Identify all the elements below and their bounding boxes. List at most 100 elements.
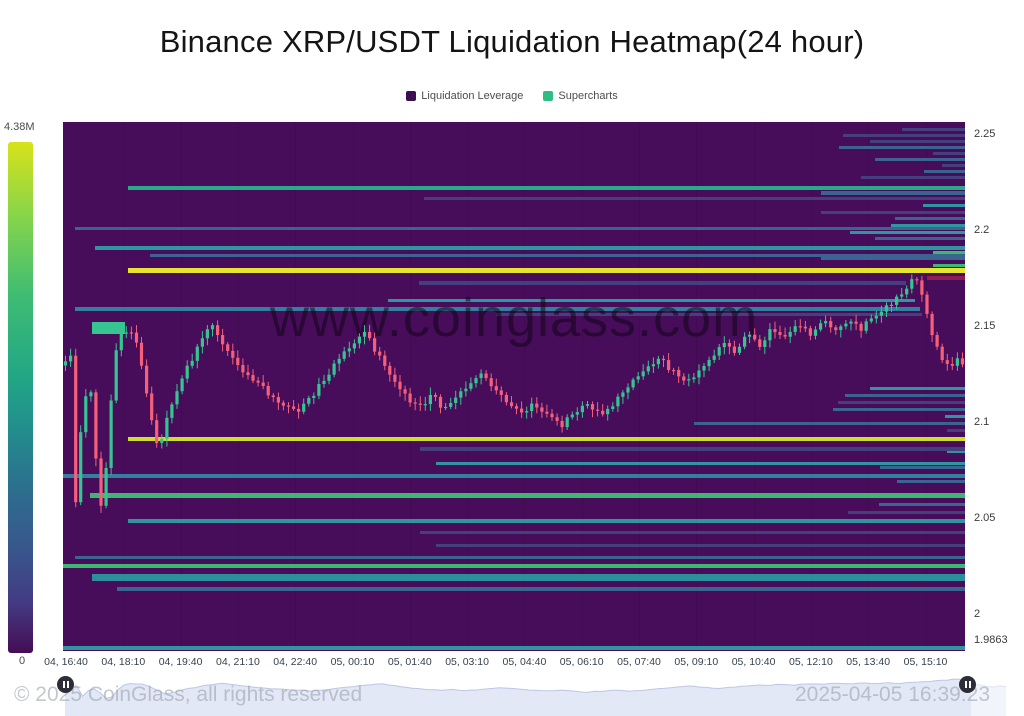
gridline	[810, 122, 812, 651]
liquidation-line	[874, 237, 965, 241]
liquidation-line	[933, 151, 965, 155]
liquidation-line	[127, 436, 965, 441]
liquidation-line	[90, 493, 965, 499]
liquidation-line	[496, 312, 922, 316]
liquidation-line	[74, 555, 965, 560]
x-axis-label: 05, 01:40	[387, 656, 432, 668]
pause-icon	[62, 681, 69, 688]
liquidation-line	[419, 281, 907, 285]
gridline	[925, 122, 927, 651]
gridline-layer	[63, 122, 965, 651]
liquidation-line	[91, 321, 126, 334]
liquidation-line	[901, 127, 965, 131]
liquidation-line	[922, 204, 965, 208]
copyright-text: © 2025 CoinGlass, all rights reserved	[14, 683, 363, 706]
gridline	[123, 122, 125, 651]
liquidation-line	[861, 176, 965, 179]
liquidation-line	[945, 415, 965, 419]
liquidation-line	[820, 257, 965, 261]
liquidation-line	[127, 268, 965, 274]
candlestick-series	[63, 274, 965, 513]
x-axis-label: 04, 18:10	[101, 656, 146, 668]
x-axis-label: 05, 13:40	[846, 656, 891, 668]
colorbar	[8, 142, 33, 653]
x-axis-label: 05, 06:10	[559, 656, 604, 668]
liquidation-line	[933, 264, 965, 268]
liquidation-line	[845, 394, 965, 398]
x-axis-label: 05, 04:40	[502, 656, 547, 668]
liquidation-line	[63, 563, 965, 568]
liquidation-line	[847, 511, 965, 515]
timestamp-text: 2025-04-05 16:39:23	[795, 683, 990, 706]
gridline	[639, 122, 640, 651]
liquidation-line	[94, 245, 965, 250]
colorbar-min-label: 0	[19, 655, 26, 667]
liquidation-line	[149, 254, 965, 258]
x-axis-label: 04, 22:40	[273, 656, 318, 668]
liquidation-line	[423, 197, 965, 201]
liquidation-line	[91, 574, 965, 582]
liquidation-line	[74, 307, 920, 311]
watermark: www.coinglass.com	[269, 288, 759, 348]
x-axis-label: 04, 19:40	[158, 656, 203, 668]
liquidation-line	[420, 446, 965, 451]
pause-icon	[964, 681, 971, 688]
legend-item-supercharts[interactable]: Supercharts	[543, 90, 618, 102]
liquidation-line	[947, 450, 965, 454]
navigator-handle-left[interactable]	[57, 676, 74, 693]
gridline	[524, 122, 526, 651]
chart-legend: Liquidation Leverage Supercharts	[0, 90, 1024, 102]
gridline	[581, 122, 583, 651]
liquidation-line	[894, 217, 965, 221]
liquidation-line	[820, 191, 965, 196]
liquidation-line	[897, 480, 965, 484]
liquidation-line	[833, 408, 965, 412]
liquidation-line	[74, 227, 965, 231]
gridline	[409, 122, 411, 651]
y-axis-label: 2.15	[974, 319, 996, 332]
legend-item-liquidation-leverage[interactable]: Liquidation Leverage	[406, 90, 523, 102]
x-axis-label: 05, 07:40	[617, 656, 661, 668]
navigator-strip[interactable]	[0, 668, 1024, 716]
legend-swatch-purple-icon	[406, 91, 417, 101]
liquidation-line	[942, 163, 965, 167]
liquidation-line	[843, 133, 965, 137]
x-axis-label: 05, 00:10	[330, 656, 375, 668]
liquidation-line	[924, 169, 965, 173]
liquidation-line	[891, 224, 965, 228]
liquidation-line	[387, 299, 916, 303]
legend-label: Liquidation Leverage	[421, 90, 524, 102]
liquidation-line	[127, 186, 965, 190]
legend-swatch-green-icon	[543, 91, 554, 101]
x-axis-label: 05, 09:10	[674, 656, 719, 668]
liquidation-line	[879, 503, 965, 507]
heatmap-plot-area[interactable]: www.coinglass.com	[63, 122, 965, 651]
y-axis-label: 2.05	[974, 511, 996, 524]
liquidation-line	[870, 139, 965, 143]
liquidation-line	[874, 157, 965, 161]
y-axis-label: 1.9863	[974, 633, 1008, 646]
liquidation-line	[420, 531, 965, 535]
liquidation-line	[436, 544, 965, 548]
legend-label: Supercharts	[558, 90, 618, 102]
gridline	[868, 122, 870, 651]
page-title: Binance XRP/USDT Liquidation Heatmap(24 …	[159, 24, 865, 59]
liquidation-line	[849, 231, 965, 235]
y-axis-label: 2.25	[974, 127, 996, 140]
liquidation-line	[838, 145, 965, 149]
navigator-handle-right[interactable]	[959, 676, 976, 693]
navigator-area-chart	[64, 668, 1008, 716]
x-axis-label: 04, 16:40	[44, 656, 88, 668]
x-axis-label: 05, 12:10	[788, 656, 833, 668]
gridline	[237, 122, 239, 651]
liquidation-line	[870, 387, 965, 391]
liquidation-line	[117, 586, 965, 591]
liquidation-line	[947, 429, 965, 433]
liquidation-line	[436, 462, 965, 466]
liquidation-line	[820, 211, 965, 215]
liquidation-line	[694, 422, 965, 426]
x-axis-label: 05, 03:10	[445, 656, 489, 668]
liquidation-line	[63, 473, 965, 478]
x-axis-label: 05, 15:10	[903, 656, 948, 668]
